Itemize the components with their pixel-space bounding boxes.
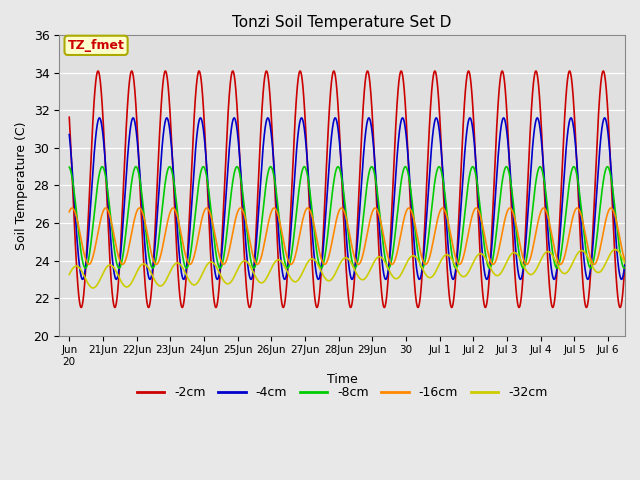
Y-axis label: Soil Temperature (C): Soil Temperature (C) bbox=[15, 121, 28, 250]
-4cm bbox=[330, 120, 337, 125]
-4cm bbox=[65, 132, 73, 137]
Title: Tonzi Soil Temperature Set D: Tonzi Soil Temperature Set D bbox=[232, 15, 452, 30]
-16cm bbox=[604, 209, 612, 215]
-8cm bbox=[604, 164, 612, 170]
-4cm bbox=[577, 213, 584, 218]
-32cm bbox=[303, 260, 311, 266]
-32cm bbox=[577, 248, 584, 253]
-16cm bbox=[299, 216, 307, 222]
-32cm bbox=[89, 285, 97, 291]
-8cm bbox=[577, 199, 584, 205]
-2cm bbox=[330, 68, 337, 74]
-4cm bbox=[303, 158, 311, 164]
-8cm bbox=[621, 265, 629, 271]
-2cm bbox=[621, 258, 629, 264]
-16cm bbox=[621, 258, 629, 264]
-2cm bbox=[577, 240, 584, 246]
Line: -2cm: -2cm bbox=[69, 71, 625, 308]
-8cm bbox=[65, 164, 73, 170]
Line: -8cm: -8cm bbox=[69, 167, 625, 268]
-4cm bbox=[621, 260, 629, 265]
-32cm bbox=[65, 272, 73, 277]
Legend: -2cm, -4cm, -8cm, -16cm, -32cm: -2cm, -4cm, -8cm, -16cm, -32cm bbox=[132, 382, 552, 405]
Line: -16cm: -16cm bbox=[69, 208, 625, 264]
-16cm bbox=[65, 209, 73, 215]
-8cm bbox=[469, 164, 477, 170]
-8cm bbox=[330, 181, 337, 187]
-32cm bbox=[330, 274, 337, 280]
-8cm bbox=[166, 164, 173, 169]
-8cm bbox=[303, 171, 311, 177]
-16cm bbox=[303, 205, 311, 211]
-2cm bbox=[94, 68, 102, 74]
-2cm bbox=[280, 305, 287, 311]
-2cm bbox=[604, 115, 612, 120]
-32cm bbox=[299, 269, 307, 275]
-4cm bbox=[180, 276, 188, 282]
-16cm bbox=[422, 262, 429, 267]
-4cm bbox=[299, 118, 307, 123]
-32cm bbox=[469, 260, 477, 266]
Text: TZ_fmet: TZ_fmet bbox=[68, 39, 125, 52]
-2cm bbox=[299, 85, 307, 91]
-32cm bbox=[611, 247, 619, 252]
Line: -4cm: -4cm bbox=[69, 118, 625, 279]
-8cm bbox=[299, 166, 307, 171]
X-axis label: Time: Time bbox=[326, 372, 358, 385]
-16cm bbox=[469, 209, 477, 215]
Line: -32cm: -32cm bbox=[69, 250, 625, 288]
-4cm bbox=[469, 130, 477, 136]
-2cm bbox=[65, 114, 73, 120]
-16cm bbox=[330, 231, 337, 237]
-16cm bbox=[577, 210, 584, 216]
-16cm bbox=[237, 205, 244, 211]
-4cm bbox=[604, 132, 612, 138]
-2cm bbox=[303, 163, 311, 168]
-32cm bbox=[604, 255, 612, 261]
-32cm bbox=[621, 261, 629, 266]
-4cm bbox=[365, 115, 372, 121]
-2cm bbox=[469, 111, 477, 117]
-8cm bbox=[351, 265, 358, 271]
